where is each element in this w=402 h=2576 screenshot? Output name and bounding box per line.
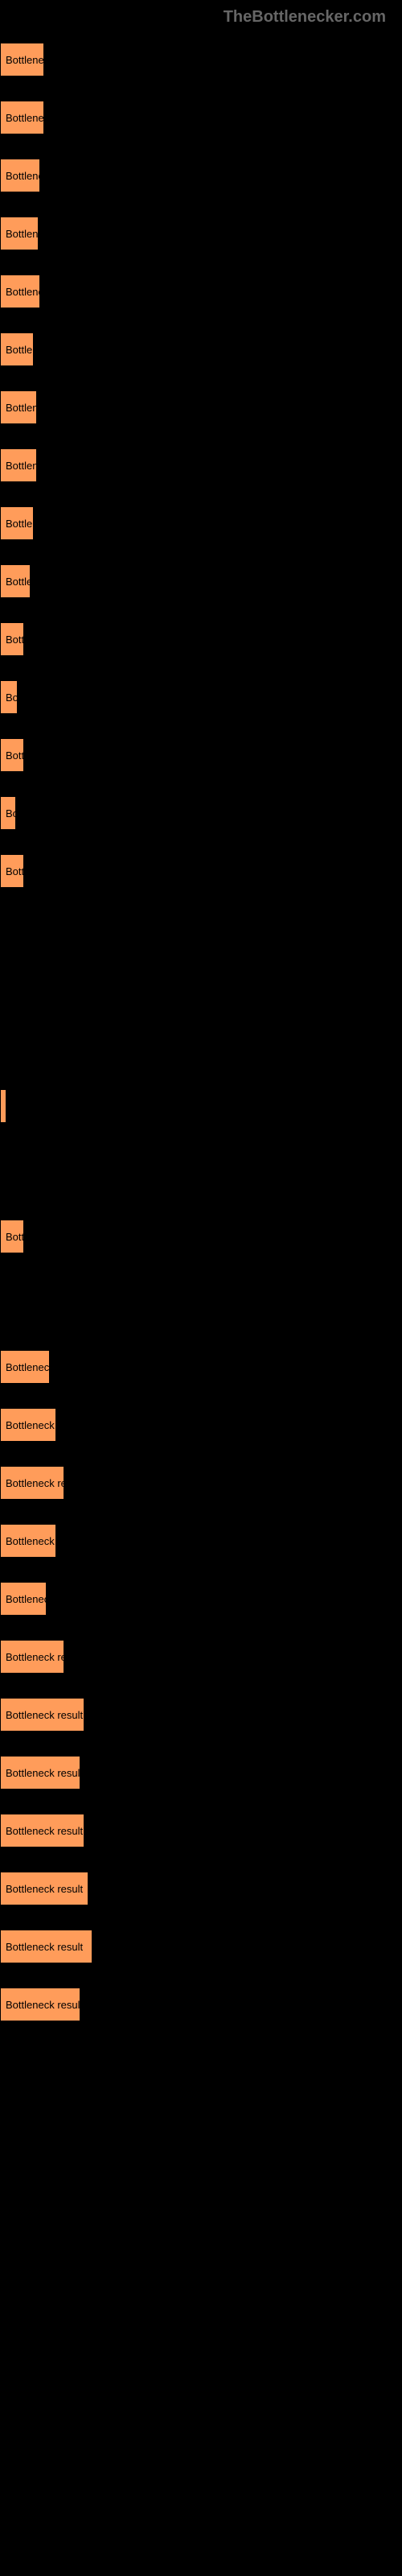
header: TheBottlenecker.com — [0, 8, 402, 27]
bar-label: Bottleneck result — [6, 865, 24, 877]
bar: Bottleneck result — [0, 1466, 64, 1500]
bar-row: Bottleneck result — [0, 1220, 402, 1253]
bar-label: Bottleneck result — [6, 1883, 83, 1895]
bar-row: Bottleneck result — [0, 101, 402, 134]
bar-label: Bottleneck result — [6, 112, 44, 124]
bar: Bottleneck result — [0, 159, 40, 192]
bar-row: Bottleneck result — [0, 332, 402, 366]
bar-row: Bottleneck result — [0, 1930, 402, 1963]
bar: Bottleneck result — [0, 564, 31, 598]
bar-label: Bottleneck result — [6, 1825, 83, 1837]
bar-label: Bottleneck result — [6, 1477, 64, 1489]
bar: Bottleneck result — [0, 217, 39, 250]
bar: Bottleneck result — [0, 1582, 47, 1616]
bar: Bottleneck result — [0, 854, 24, 888]
bar: Bottleneck result — [0, 1930, 92, 1963]
bar-label: Bottleneck result — [6, 691, 18, 704]
bar-label: Bottleneck result — [6, 749, 24, 762]
bar-label: Bottleneck result — [6, 807, 16, 819]
bar-row: Bottleneck result — [0, 1988, 402, 2021]
bar-row: Bottleneck result — [0, 275, 402, 308]
bar-row: Bottleneck result — [0, 43, 402, 76]
bar: Bottleneck result — [0, 1988, 80, 2021]
bar-label: Bottleneck result — [6, 1767, 80, 1779]
bar: Bottleneck result — [0, 796, 16, 830]
bar-label: Bottleneck result — [6, 576, 31, 588]
bar: Bottleneck result — [0, 448, 37, 482]
bar-chart: Bottleneck result Bottleneck result Bottle… — [0, 43, 402, 2021]
bar: Bottleneck result — [0, 1698, 84, 1732]
bar-label: Bottleneck result — [6, 1999, 80, 2011]
bar-row: Bottleneck result — [0, 854, 402, 888]
bar-row: Bottleneck result — [0, 1350, 402, 1384]
bar: Bottleneck result — [0, 1408, 56, 1442]
bar-label: Bottleneck result — [6, 1709, 83, 1721]
bar-row: Bottleneck result — [0, 1582, 402, 1616]
bar-label: Bottleneck result — [6, 1941, 83, 1953]
bar-row: Bottleneck result — [0, 1814, 402, 1847]
bar-row: Bottleneck result — [0, 448, 402, 482]
bar-row: Bottleneck result — [0, 1524, 402, 1558]
bar-row: Bottleneck result — [0, 738, 402, 772]
bar-row: Bottleneck result — [0, 1089, 402, 1123]
bar-row: Bottleneck result — [0, 159, 402, 192]
bar: Bottleneck result — [0, 1089, 6, 1123]
bar-row: Bottleneck result — [0, 390, 402, 424]
bar-row: Bottleneck result — [0, 796, 402, 830]
bar-label: Bottleneck result — [6, 1419, 56, 1431]
bar-label: Bottleneck result — [6, 286, 40, 298]
bar-label: Bottleneck result — [6, 228, 39, 240]
bar-label: Bottleneck result — [6, 1593, 47, 1605]
bar-row: Bottleneck result — [0, 1698, 402, 1732]
bar: Bottleneck result — [0, 332, 34, 366]
bar-label: Bottleneck result — [6, 1231, 24, 1243]
bar: Bottleneck result — [0, 43, 44, 76]
bar-row: Bottleneck result — [0, 622, 402, 656]
bar-row: Bottleneck result — [0, 1466, 402, 1500]
site-title: TheBottlenecker.com — [224, 8, 386, 26]
bar: Bottleneck result — [0, 275, 40, 308]
bar-label: Bottleneck result — [6, 1651, 64, 1663]
bar: Bottleneck result — [0, 1814, 84, 1847]
bar: Bottleneck result — [0, 101, 44, 134]
bar: Bottleneck result — [0, 622, 24, 656]
bar-row: Bottleneck result — [0, 1756, 402, 1790]
bar: Bottleneck result — [0, 1640, 64, 1674]
bar: Bottleneck result — [0, 1524, 56, 1558]
bar: Bottleneck result — [0, 680, 18, 714]
bar: Bottleneck result — [0, 1756, 80, 1790]
bar-row: Bottleneck result — [0, 217, 402, 250]
bar-label: Bottleneck result — [6, 54, 44, 66]
bar-label: Bottleneck result — [6, 402, 37, 414]
bar-row: Bottleneck result — [0, 680, 402, 714]
bar: Bottleneck result — [0, 738, 24, 772]
bar-label: Bottleneck result — [6, 634, 24, 646]
bar: Bottleneck result — [0, 1872, 88, 1905]
bar: Bottleneck result — [0, 390, 37, 424]
bar-label: Bottleneck result — [6, 460, 37, 472]
bar: Bottleneck result — [0, 506, 34, 540]
bar-label: Bottleneck result — [6, 1535, 56, 1547]
bar-row: Bottleneck result — [0, 1640, 402, 1674]
bar-row: Bottleneck result — [0, 506, 402, 540]
bar: Bottleneck result — [0, 1350, 50, 1384]
bar-label: Bottleneck result — [6, 1361, 50, 1373]
bar-label: Bottleneck result — [6, 518, 34, 530]
bar: Bottleneck result — [0, 1220, 24, 1253]
bar-label: Bottleneck result — [6, 344, 34, 356]
bar-row: Bottleneck result — [0, 564, 402, 598]
bar-label: Bottleneck result — [6, 170, 40, 182]
bar-row: Bottleneck result — [0, 1408, 402, 1442]
bar-row: Bottleneck result — [0, 1872, 402, 1905]
